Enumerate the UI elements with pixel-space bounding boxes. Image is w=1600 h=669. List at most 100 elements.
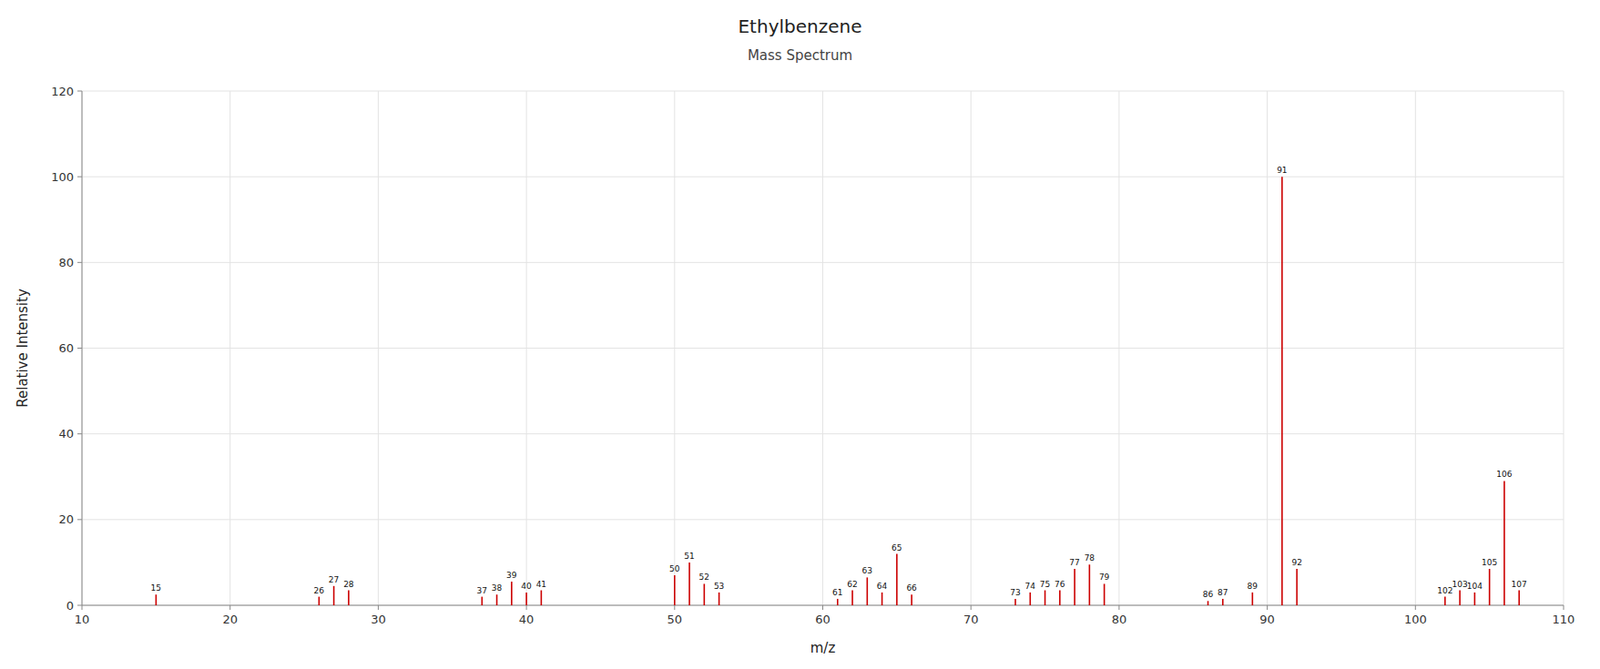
stem [836, 599, 839, 606]
stem [1295, 569, 1298, 606]
peak-label: 91 [1276, 165, 1287, 175]
peak-label: 61 [832, 588, 843, 598]
peak-label: 37 [477, 586, 488, 596]
peak-label: 107 [1511, 580, 1528, 590]
stem [1252, 592, 1254, 606]
tick-label-x: 110 [1552, 612, 1576, 627]
stem [1029, 592, 1031, 606]
stem [347, 591, 350, 606]
tick-label-x: 70 [963, 612, 979, 627]
peak-label: 78 [1084, 553, 1096, 563]
stem [866, 577, 869, 606]
stem [318, 597, 321, 606]
stem [703, 583, 706, 606]
stem [1488, 569, 1491, 606]
peak-label: 62 [846, 580, 857, 590]
tick-label-y: 20 [58, 512, 74, 527]
peak-label: 27 [328, 575, 339, 585]
tick-label-x: 50 [667, 612, 683, 627]
stem [718, 592, 721, 606]
stem [1207, 601, 1210, 606]
peak-label: 41 [536, 580, 547, 590]
peak-label: 75 [1039, 580, 1050, 590]
grid-line-y [81, 347, 1564, 349]
stem [496, 594, 499, 606]
peak-label: 103 [1452, 580, 1468, 590]
stem [525, 592, 528, 606]
y-axis-label: Relative Intensity [14, 288, 31, 408]
tick-y [77, 91, 82, 92]
peak-labels: 1526272837383940415051525361626364656673… [151, 165, 1528, 600]
stem [896, 554, 898, 607]
tick-label-y: 100 [50, 170, 74, 184]
stem [1103, 583, 1106, 606]
stem [1059, 591, 1061, 606]
peak-label: 28 [343, 580, 355, 590]
tick-label-y: 120 [50, 84, 74, 99]
stem [1089, 564, 1091, 606]
peak-label: 92 [1291, 558, 1302, 568]
stem [1014, 599, 1017, 606]
stem [1458, 591, 1461, 606]
tick-label-x: 80 [1111, 612, 1128, 627]
stem [333, 586, 336, 606]
grid [81, 91, 1564, 606]
stem [155, 594, 158, 606]
tick-x [229, 605, 231, 611]
grid-line-x [81, 91, 83, 606]
peak-label: 86 [1202, 590, 1214, 600]
tick-y [77, 519, 82, 520]
peak-label: 77 [1069, 558, 1080, 568]
peak-label: 106 [1496, 469, 1512, 479]
title: Ethylbenzene [737, 15, 862, 38]
tick-x [1563, 605, 1565, 611]
peak-label: 52 [699, 572, 710, 582]
chart: Ethylbenzene Mass Spectrum 10 20 30 40 50 60 70 8… [0, 0, 1600, 669]
tick-y [77, 262, 82, 264]
tick-label-x: 90 [1259, 612, 1275, 627]
stem [540, 591, 543, 606]
peak-label: 76 [1054, 580, 1066, 590]
tick-label-y: 40 [58, 427, 74, 441]
stem [688, 562, 691, 606]
stem [1444, 597, 1447, 606]
tick-x [822, 605, 824, 611]
tick-x [1266, 605, 1268, 611]
stem [881, 592, 884, 606]
axes: 102030405060708090100110020406080100120 [50, 84, 1575, 628]
stem [1281, 176, 1284, 606]
peak-label: 89 [1247, 581, 1259, 592]
stems [155, 176, 1519, 606]
tick-x [1118, 605, 1120, 611]
peak-label: 74 [1025, 581, 1037, 592]
tick-label-x: 10 [74, 612, 91, 627]
peak-label: 102 [1436, 586, 1453, 596]
stem [1518, 591, 1520, 606]
tick-label-y: 80 [58, 255, 74, 270]
grid-line-y [81, 519, 1564, 520]
stem [1503, 480, 1506, 606]
tick-y [77, 605, 82, 607]
tick-label-x: 30 [370, 612, 387, 627]
tick-label-y: 60 [58, 341, 74, 356]
stem [673, 575, 676, 606]
grid-line-y [81, 91, 1564, 92]
tick-label-x: 100 [1404, 612, 1427, 627]
peak-label: 53 [713, 581, 724, 592]
tick-x [1415, 605, 1417, 611]
tick-x [970, 605, 972, 611]
peak-label: 51 [683, 551, 694, 561]
x-axis-label: m/z [810, 640, 836, 657]
tick-x [81, 605, 83, 611]
peak-label: 39 [506, 570, 518, 581]
subtitle: Mass Spectrum [747, 47, 853, 64]
peak-label: 87 [1217, 588, 1228, 598]
axis-x [81, 605, 1564, 607]
stem [851, 591, 854, 606]
axis-y [81, 91, 83, 606]
peak-label: 65 [891, 543, 902, 553]
peak-label: 105 [1481, 558, 1498, 568]
peak-label: 15 [151, 583, 162, 593]
peak-label: 50 [669, 564, 681, 574]
stem [1474, 592, 1477, 606]
